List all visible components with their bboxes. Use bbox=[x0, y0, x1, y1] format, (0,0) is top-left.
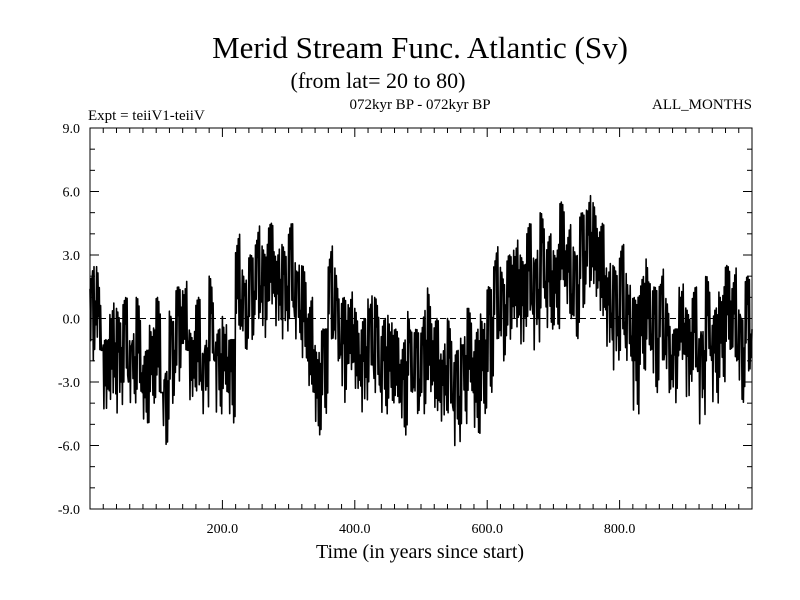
x-tick-label: 800.0 bbox=[604, 522, 636, 537]
x-tick-label: 400.0 bbox=[339, 522, 371, 537]
y-tick-label: -3.0 bbox=[58, 376, 80, 391]
months-label: ALL_MONTHS bbox=[652, 97, 752, 113]
series-line bbox=[89, 194, 753, 447]
y-tick-label: -6.0 bbox=[58, 440, 80, 455]
y-tick-label: 0.0 bbox=[63, 313, 81, 328]
y-tick-label: 3.0 bbox=[63, 249, 81, 264]
x-axis-label: Time (in years since start) bbox=[316, 541, 524, 563]
y-tick-label: -9.0 bbox=[58, 503, 80, 518]
chart-title: Merid Stream Func. Atlantic (Sv) bbox=[212, 30, 628, 65]
plot-frame bbox=[89, 127, 753, 510]
chart-subtitle: (from lat= 20 to 80) bbox=[291, 68, 466, 93]
x-tick-label: 600.0 bbox=[471, 522, 503, 537]
plot-area: -9.0 -6.0 -3.0 0.0 3.0 6.0 9.0 200.0 400.0 600.0 8… bbox=[58, 122, 753, 537]
y-tick-label: 6.0 bbox=[63, 186, 81, 201]
period-label: 072kyr BP - 072kyr BP bbox=[349, 97, 490, 113]
experiment-label: Expt = teiiV1-teiiV bbox=[88, 108, 205, 124]
y-tick-label: 9.0 bbox=[63, 122, 81, 137]
x-tick-label: 200.0 bbox=[207, 522, 239, 537]
